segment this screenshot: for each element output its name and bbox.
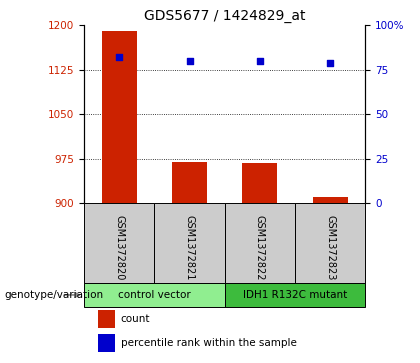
- Text: IDH1 R132C mutant: IDH1 R132C mutant: [243, 290, 347, 300]
- Text: GSM1372823: GSM1372823: [325, 215, 335, 281]
- Text: control vector: control vector: [118, 290, 191, 300]
- Point: [327, 60, 333, 66]
- Text: count: count: [121, 314, 150, 324]
- Point: [116, 54, 123, 60]
- Bar: [98, 310, 115, 328]
- Bar: [84, 203, 155, 283]
- Text: percentile rank within the sample: percentile rank within the sample: [121, 338, 297, 348]
- Text: genotype/variation: genotype/variation: [4, 290, 103, 300]
- Bar: [155, 203, 225, 283]
- Bar: [98, 334, 115, 351]
- Bar: [172, 162, 207, 203]
- Point: [186, 58, 193, 64]
- Bar: [102, 31, 137, 203]
- Point: [257, 58, 263, 64]
- Title: GDS5677 / 1424829_at: GDS5677 / 1424829_at: [144, 9, 305, 23]
- Text: GSM1372820: GSM1372820: [114, 215, 124, 281]
- Bar: [84, 283, 225, 307]
- Bar: [242, 163, 278, 203]
- Bar: [295, 203, 365, 283]
- Bar: [312, 197, 348, 203]
- Bar: [225, 283, 365, 307]
- Text: GSM1372822: GSM1372822: [255, 215, 265, 281]
- Text: GSM1372821: GSM1372821: [184, 215, 194, 281]
- Bar: [225, 203, 295, 283]
